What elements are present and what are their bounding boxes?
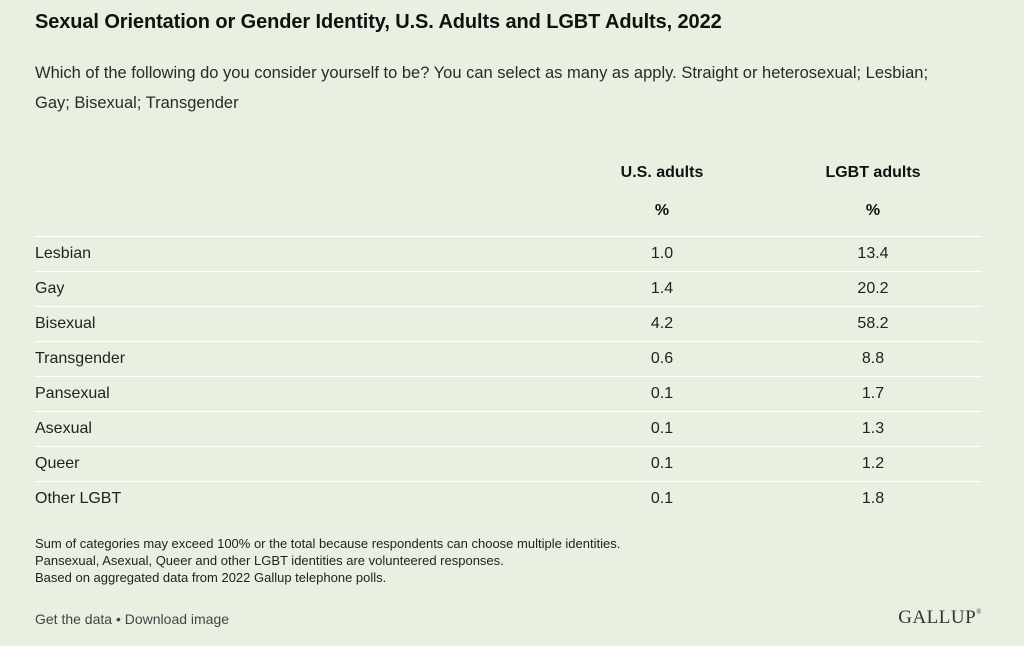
- row-label: Other LGBT: [35, 490, 122, 507]
- table-row: Asexual 0.1 1.3: [35, 411, 982, 446]
- row-label: Bisexual: [35, 315, 96, 332]
- lgbt-adults-value: 1.3: [861, 420, 885, 437]
- lgbt-adults-value: 13.4: [857, 245, 889, 262]
- lgbt-adults-value: 1.8: [861, 490, 885, 507]
- row-label: Lesbian: [35, 245, 92, 262]
- row-label: Gay: [35, 280, 65, 297]
- lgbt-adults-value: 20.2: [857, 280, 889, 297]
- table-row: Queer 0.1 1.2: [35, 446, 982, 481]
- us-adults-value: 4.2: [650, 315, 674, 332]
- row-label: Pansexual: [35, 385, 110, 402]
- registered-mark: ®: [976, 608, 982, 616]
- us-adults-value: 1.0: [650, 245, 674, 262]
- table-row: Bisexual 4.2 58.2: [35, 306, 982, 341]
- download-image-link[interactable]: Download image: [124, 611, 230, 627]
- row-label: Queer: [35, 455, 80, 472]
- us-adults-value: 0.1: [650, 385, 674, 402]
- footnote: Pansexual, Asexual, Queer and other LGBT…: [35, 553, 504, 568]
- us-adults-value: 0.1: [650, 490, 674, 507]
- row-label: Asexual: [35, 420, 92, 437]
- column-header-lgbt-adults: LGBT adults: [825, 164, 921, 181]
- us-adults-value: 0.1: [650, 420, 674, 437]
- chart-title: Sexual Orientation or Gender Identity, U…: [35, 11, 722, 33]
- us-adults-value: 0.6: [650, 350, 674, 367]
- lgbt-adults-value: 1.7: [861, 385, 885, 402]
- footnote: Sum of categories may exceed 100% or the…: [35, 536, 621, 551]
- column-header-us-adults: U.S. adults: [620, 164, 704, 181]
- table-row: Pansexual 0.1 1.7: [35, 376, 982, 411]
- footnotes: Sum of categories may exceed 100% or the…: [35, 535, 620, 586]
- table-row: Lesbian 1.0 13.4: [35, 236, 982, 271]
- table-row: Transgender 0.6 8.8: [35, 341, 982, 376]
- unit-header-row: % %: [35, 194, 982, 236]
- lgbt-adults-value: 1.2: [861, 455, 885, 472]
- table-body: Lesbian 1.0 13.4 Gay 1.4 20.2 Bisexual 4.2 58.2 T…: [35, 236, 982, 516]
- chart-subtitle: Which of the following do you consider y…: [35, 64, 929, 112]
- lgbt-adults-value: 58.2: [857, 315, 889, 332]
- gallup-logo: GALLUP®: [898, 607, 982, 629]
- data-table: U.S. adults LGBT adults % % Lesbian 1.0 13…: [35, 156, 982, 516]
- table-row: Gay 1.4 20.2: [35, 271, 982, 306]
- column-header-row: U.S. adults LGBT adults: [35, 156, 982, 194]
- row-label: Transgender: [35, 350, 126, 367]
- get-data-link[interactable]: Get the data: [35, 611, 113, 627]
- unit-header-us-adults: %: [654, 202, 670, 219]
- link-separator: •: [112, 611, 125, 627]
- logo-text: GALLUP: [898, 607, 977, 628]
- us-adults-value: 1.4: [650, 280, 674, 297]
- unit-header-lgbt-adults: %: [865, 202, 881, 219]
- footer-links: Get the data • Download image: [35, 611, 229, 627]
- us-adults-value: 0.1: [650, 455, 674, 472]
- footnote: Based on aggregated data from 2022 Gallu…: [35, 570, 387, 585]
- lgbt-adults-value: 8.8: [861, 350, 885, 367]
- table-row: Other LGBT 0.1 1.8: [35, 481, 982, 516]
